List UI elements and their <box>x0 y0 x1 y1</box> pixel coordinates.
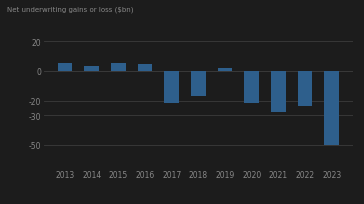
Bar <box>111 63 126 72</box>
Bar <box>244 72 259 104</box>
Bar <box>58 63 72 72</box>
Bar <box>271 72 286 113</box>
Bar <box>218 69 232 72</box>
Bar <box>138 64 153 72</box>
Bar <box>324 72 339 145</box>
Bar <box>191 72 206 97</box>
Text: Net underwriting gains or loss ($bn): Net underwriting gains or loss ($bn) <box>7 6 134 13</box>
Bar <box>298 72 312 107</box>
Bar <box>165 72 179 104</box>
Bar <box>84 67 99 72</box>
